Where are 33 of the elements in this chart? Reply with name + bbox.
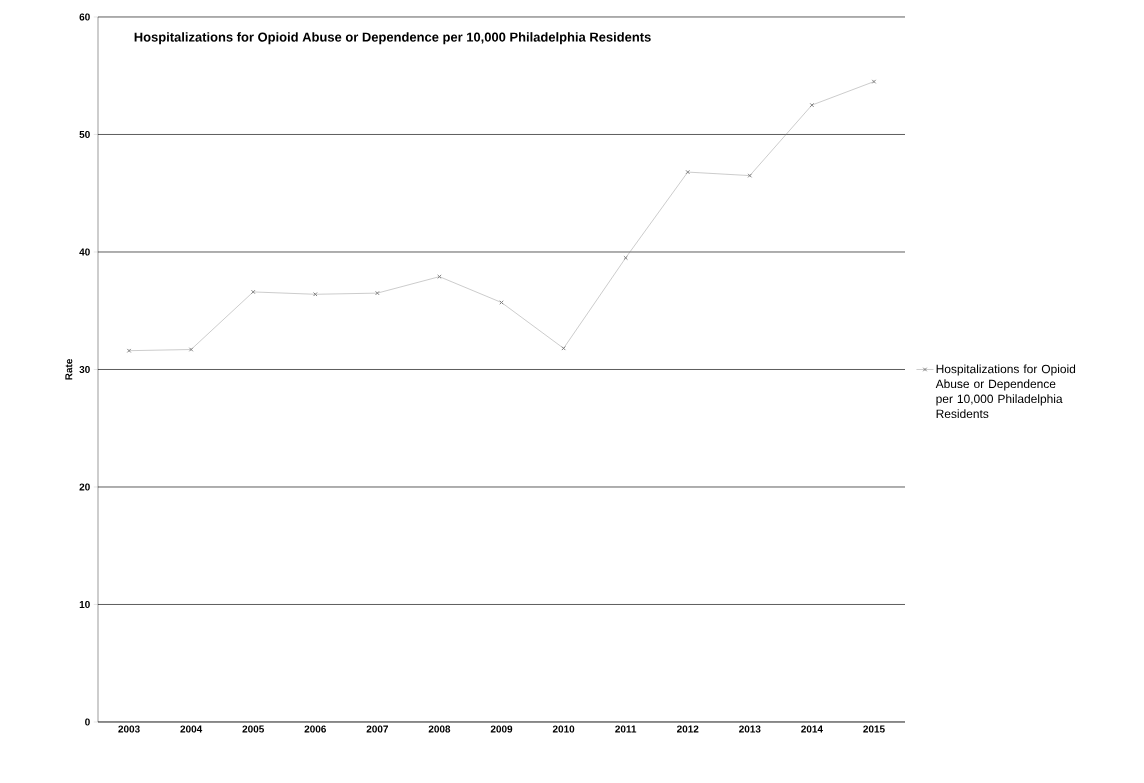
y-tick-label: 30 (79, 365, 90, 374)
x-tick-label: 2006 (304, 725, 326, 733)
x-tick-label: 2007 (366, 725, 388, 733)
point (188, 347, 194, 352)
x-tick-label: 2012 (677, 725, 699, 733)
point (623, 255, 628, 261)
x-tick-label: 2008 (428, 725, 451, 733)
y-tick-label: 40 (79, 248, 90, 256)
x-tick-label: 2015 (863, 725, 885, 733)
legend-label: Hospitalizations for Opioid Abuse or Dependence per 10,000 Philadelphia Residents (935, 364, 1076, 419)
point (437, 274, 442, 279)
point (809, 102, 815, 108)
y-tick-label: 60 (79, 13, 90, 21)
y-tick-label: 10 (79, 600, 90, 609)
x-tick-label: 2003 (118, 725, 140, 733)
point (250, 289, 256, 295)
point (313, 292, 318, 297)
text: Hospitalizations for Opioid Abuse or Dependence per 10,000 Philadelphia Residents (134, 32, 651, 45)
x-tick-label: 2009 (490, 725, 513, 733)
y-axis-title: Rate (65, 359, 73, 380)
y-tick-label: 50 (79, 130, 90, 139)
x-tick-label: 2010 (552, 725, 575, 733)
x-tick-label: 2004 (180, 725, 203, 733)
point (747, 173, 753, 178)
x-tick-label: 2005 (242, 725, 264, 733)
point (685, 169, 690, 175)
point (375, 290, 380, 296)
y-tick-label: 0 (85, 718, 90, 726)
x-tick-label: 2014 (801, 725, 823, 733)
y-tick-label: 20 (79, 483, 90, 491)
x-tick-label: 2011 (615, 725, 637, 733)
point (561, 346, 566, 351)
x-tick-label: 2013 (739, 725, 761, 733)
